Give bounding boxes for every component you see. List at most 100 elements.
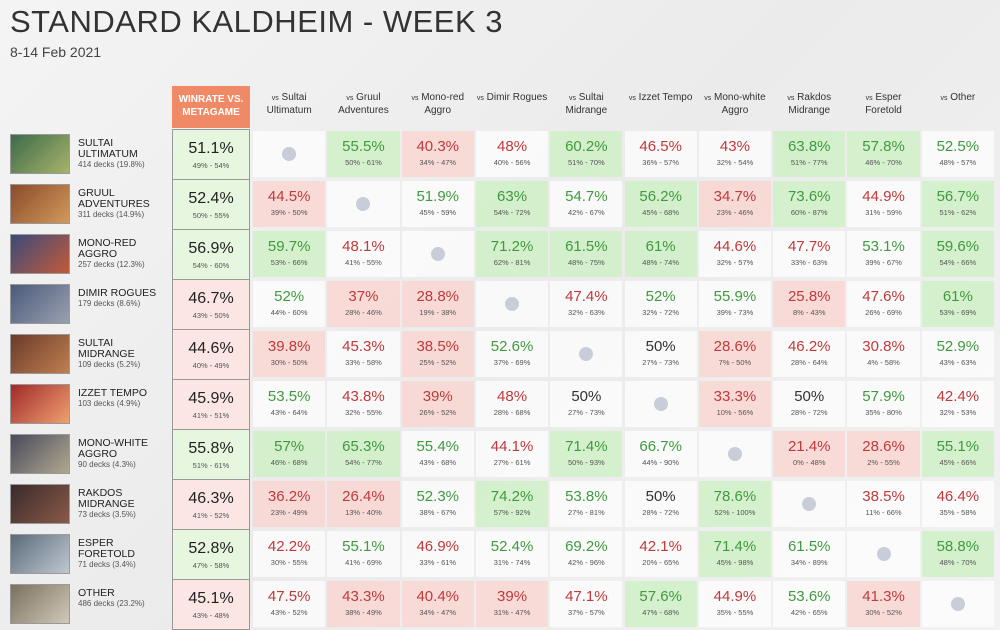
matchup-winrate: 39% <box>497 588 528 605</box>
matchup-range: 41% - 69% <box>345 558 382 567</box>
column-prefix: vs <box>271 95 279 102</box>
matchup-winrate: 55.9% <box>713 288 757 305</box>
matchup-range: 34% - 47% <box>419 158 457 167</box>
matchup-winrate: 44.6% <box>713 238 757 255</box>
matchup-winrate: 73.6% <box>787 188 831 205</box>
matchup-cell: 43.8% 32% - 55% <box>327 381 400 427</box>
winrate: 46.3% <box>188 490 234 507</box>
matchup-cell: 61% 48% - 74% <box>624 231 697 277</box>
matchup-cell: 52.5% 48% - 57% <box>921 131 994 177</box>
matchup-cell: 52.4% 31% - 74% <box>475 531 549 577</box>
matchup-cell: 44.9% 31% - 59% <box>847 181 920 227</box>
matchup-winrate: 43% <box>719 138 750 155</box>
matchup-range: 38% - 49% <box>345 608 382 617</box>
winrate-cell: 52.8% 47% - 58% <box>172 529 250 580</box>
title: STANDARD KALDHEIM - WEEK 3 <box>10 4 504 39</box>
matchup-cell: 38.5% 25% - 52% <box>401 331 474 377</box>
matchup-range: 60% - 87% <box>790 208 828 217</box>
matchup-range: 39% - 50% <box>270 208 308 217</box>
matchup-winrate: 63.8% <box>787 138 831 155</box>
matchup-winrate: 57% <box>274 438 305 455</box>
matchup-winrate: 74.2% <box>490 488 534 505</box>
matchup-range: 11% - 66% <box>865 508 902 517</box>
matchup-range: 47% - 68% <box>642 608 679 617</box>
winrate-range: 54% - 60% <box>192 261 230 270</box>
deck-name: IZZET TEMPO <box>78 387 148 399</box>
matchup-range: 30% - 55% <box>270 558 308 567</box>
matchup-winrate: 59.6% <box>936 238 980 255</box>
matchup-cell: 74.2% 57% - 92% <box>475 481 549 527</box>
winrate-range: 47% - 58% <box>192 561 230 570</box>
matchup-cell: 36.2% 23% - 49% <box>253 481 326 527</box>
matchup-cell: 43% 32% - 54% <box>698 131 772 177</box>
matchup-winrate: 48.1% <box>342 238 385 255</box>
mirror-dot <box>802 497 817 511</box>
matchup-range: 27% - 81% <box>567 508 605 517</box>
matchup-cell: 58.8% 48% - 70% <box>921 531 994 577</box>
matchup-cell: 26.4% 13% - 40% <box>327 481 400 527</box>
column-prefix: vs <box>476 95 484 102</box>
matchup-cell: 78.6% 52% - 100% <box>698 481 772 527</box>
matchup-winrate: 30.8% <box>862 338 905 355</box>
matchup-winrate: 66.7% <box>639 438 682 455</box>
winrate: 52.8% <box>188 540 234 557</box>
matchup-range: 30% - 50% <box>270 358 308 367</box>
matchup-winrate: 56.7% <box>936 188 980 205</box>
matchup-cell: 61% 53% - 69% <box>921 281 994 327</box>
winrate-range: 41% - 51% <box>192 411 230 420</box>
column-prefix: vs <box>787 95 795 102</box>
matchup-cell: 59.7% 53% - 66% <box>253 231 326 277</box>
matchup-range: 33% - 58% <box>345 358 382 367</box>
deck-image <box>10 334 70 374</box>
deck-count: 414 decks (19.8%) <box>78 160 145 169</box>
matchup-cell: 40.4% 34% - 47% <box>401 581 474 627</box>
matchup-cell: 47.5% 43% - 52% <box>253 581 326 627</box>
matchup-cell: 44.1% 27% - 61% <box>475 431 549 477</box>
matchup-cell: 47.7% 33% - 63% <box>773 231 846 277</box>
matchup-range: 30% - 52% <box>865 608 902 617</box>
matchup-cell <box>475 281 549 327</box>
deck-count: 90 decks (4.3%) <box>78 460 136 469</box>
matchup-winrate: 46.5% <box>639 138 682 155</box>
deck-image <box>10 234 70 274</box>
matchup-range: 51% - 70% <box>567 158 605 167</box>
matchup-range: 46% - 68% <box>270 458 308 467</box>
matchup-winrate: 34.7% <box>713 188 757 205</box>
column-name: Mono-white Aggro <box>713 92 766 116</box>
matchup-cell: 48% 40% - 56% <box>475 131 549 177</box>
matchup-range: 42% - 67% <box>567 208 605 217</box>
matchup-cell: 71.4% 45% - 98% <box>698 531 772 577</box>
mirror-dot <box>950 597 965 611</box>
matchup-cell <box>624 381 697 427</box>
matchup-winrate: 53.1% <box>862 238 905 255</box>
matchup-cell: 69.2% 42% - 96% <box>550 531 623 577</box>
matchup-cell: 52.3% 38% - 67% <box>401 481 474 527</box>
mirror-dot <box>356 197 371 211</box>
matchup-cell: 57.8% 46% - 70% <box>847 131 920 177</box>
mirror-dot <box>579 347 594 361</box>
matchup-range: 54% - 66% <box>939 258 977 267</box>
mirror-dot <box>505 297 520 311</box>
column-name: Sultai Midrange <box>565 92 608 116</box>
matchup-range: 13% - 40% <box>345 508 382 517</box>
matchup-range: 23% - 49% <box>270 508 308 517</box>
matchup-cell <box>253 131 326 177</box>
deck-count: 257 decks (12.3%) <box>78 260 145 269</box>
column-name: Esper Foretold <box>865 92 902 116</box>
matchup-cell: 30.8% 4% - 58% <box>847 331 920 377</box>
matchup-range: 4% - 58% <box>867 358 900 367</box>
matchup-cell: 60.2% 51% - 70% <box>550 131 623 177</box>
matchup-cell: 52% 32% - 72% <box>624 281 697 327</box>
matchup-winrate: 39.8% <box>267 338 311 355</box>
matchup-cell: 28.6% 7% - 50% <box>698 331 772 377</box>
matchup-range: 44% - 90% <box>642 458 679 467</box>
matchup-cell: 55.4% 43% - 68% <box>401 431 474 477</box>
deck-image <box>10 584 70 624</box>
column-prefix: vs <box>865 95 873 102</box>
matchup-cell: 51.9% 45% - 59% <box>401 181 474 227</box>
deck-count: 109 decks (5.2%) <box>78 360 141 369</box>
matchup-cell: 33.3% 10% - 56% <box>698 381 772 427</box>
matchup-cell: 57% 46% - 68% <box>253 431 326 477</box>
matchup-winrate: 47.5% <box>267 588 311 605</box>
matchup-range: 10% - 56% <box>716 408 754 417</box>
